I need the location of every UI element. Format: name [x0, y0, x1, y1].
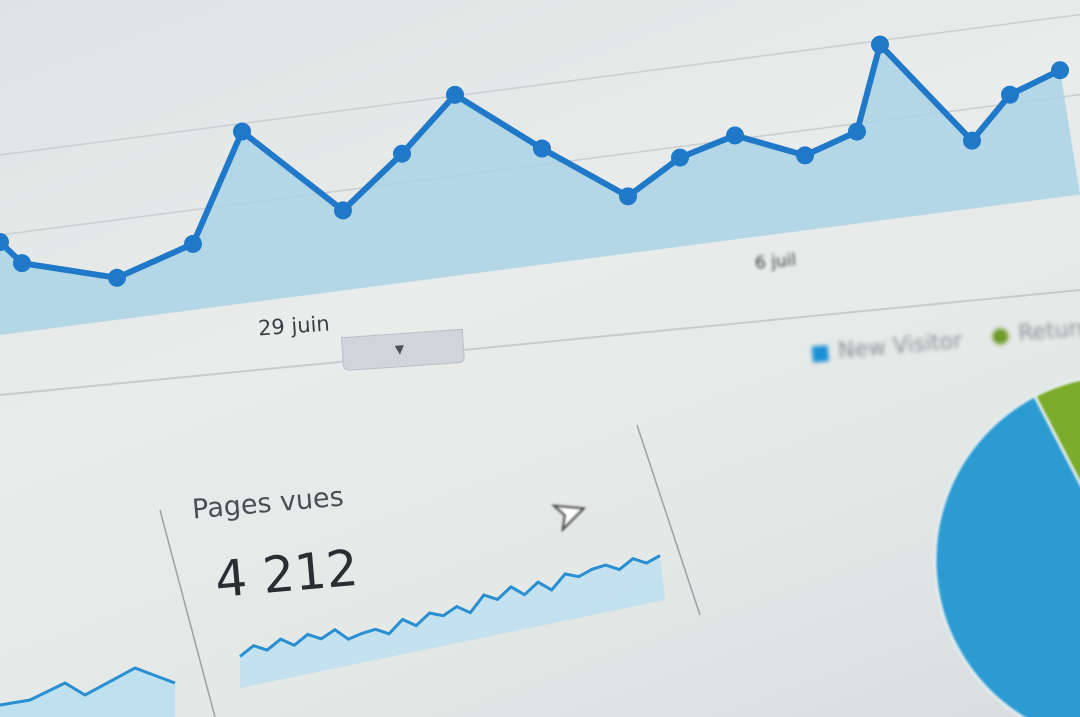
prev-sparkline-line: [0, 666, 176, 707]
data-point[interactable]: [619, 187, 637, 206]
data-point[interactable]: [533, 139, 551, 158]
main-chart-line: [0, 41, 1062, 281]
data-point[interactable]: [13, 254, 31, 273]
data-point[interactable]: [1051, 61, 1069, 80]
pie-slice[interactable]: [933, 393, 1080, 717]
legend-swatch: [991, 327, 1010, 346]
data-point[interactable]: [393, 144, 411, 163]
prev-sparkline-area: [0, 668, 175, 717]
data-point[interactable]: [0, 233, 9, 251]
data-point[interactable]: [334, 201, 352, 220]
data-point[interactable]: [726, 126, 744, 145]
x-axis-label: 29 juin: [257, 311, 331, 341]
pages-sparkline-area: [240, 555, 665, 688]
caret-down-icon: ▼: [394, 341, 405, 357]
pie-slice[interactable]: [1032, 375, 1080, 560]
data-point[interactable]: [871, 35, 889, 54]
gridline: [0, 13, 1080, 156]
data-point[interactable]: [1001, 85, 1019, 104]
legend-swatch: [811, 345, 829, 363]
panel-border: [159, 509, 216, 717]
pages-views-value: 4 212: [212, 538, 361, 610]
pages-sparkline-line: [239, 554, 661, 658]
data-point[interactable]: [671, 148, 689, 167]
data-point[interactable]: [796, 146, 814, 165]
panel-border: [636, 424, 701, 616]
divider: [0, 289, 1080, 396]
data-point[interactable]: [108, 268, 126, 287]
data-point[interactable]: [446, 85, 464, 104]
pie-chart: [933, 375, 1080, 717]
data-point[interactable]: [848, 122, 866, 141]
data-point[interactable]: [184, 234, 202, 253]
main-chart-area: [0, 44, 1080, 335]
data-point[interactable]: [963, 131, 981, 150]
x-axis-label: 6 juil: [754, 250, 797, 274]
data-point[interactable]: [233, 122, 251, 141]
